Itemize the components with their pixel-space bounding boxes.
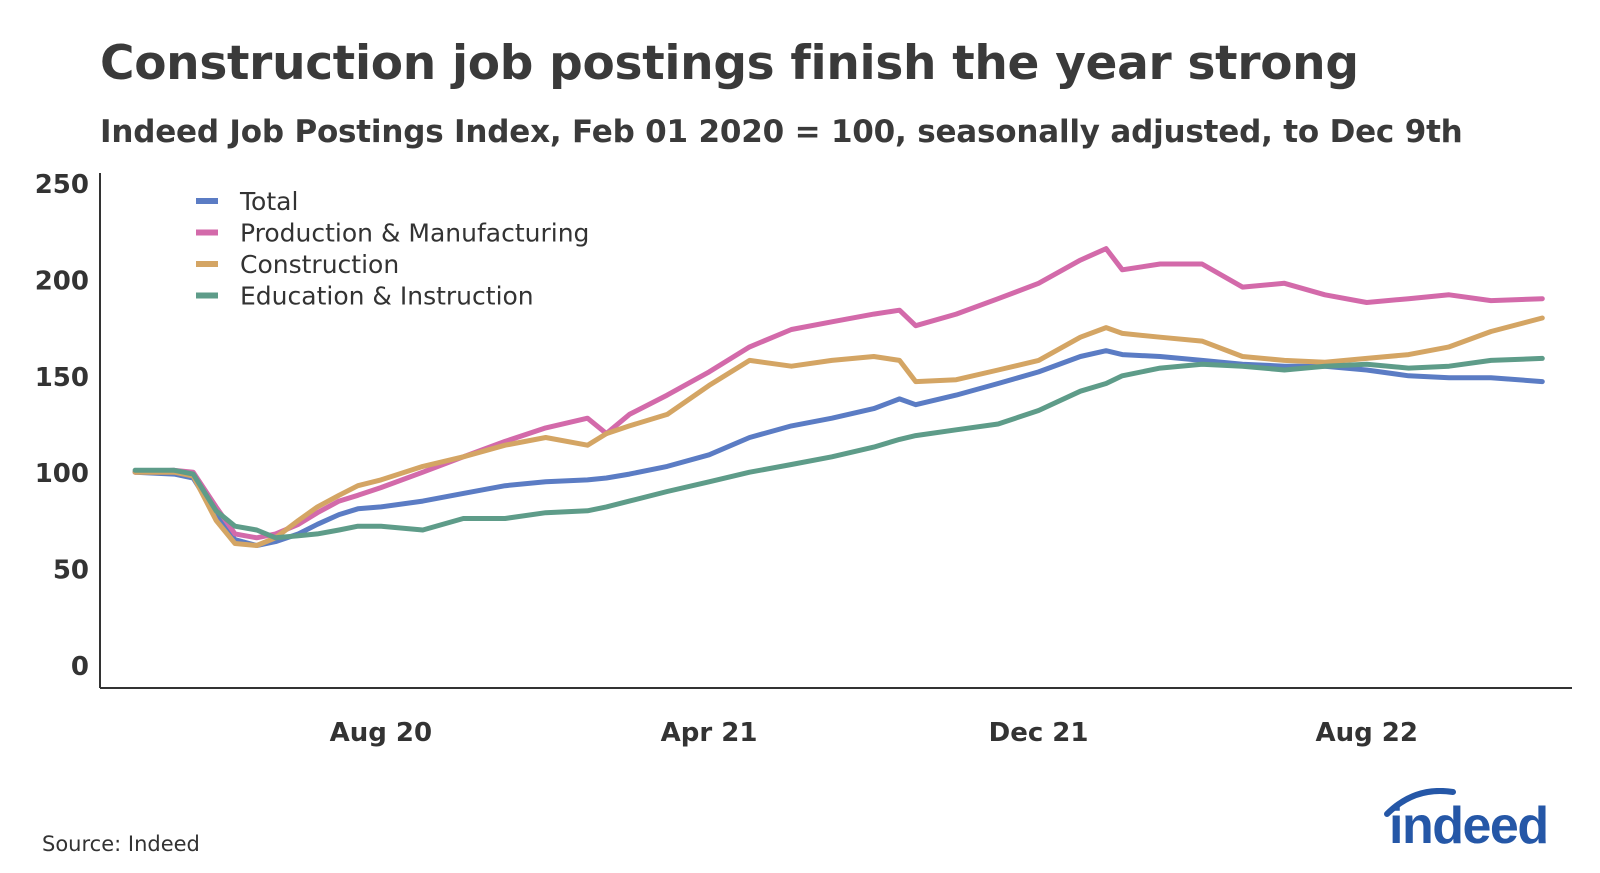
indeed-logo: indeed xyxy=(1375,788,1575,858)
legend-label: Total xyxy=(239,187,298,216)
y-tick-label: 0 xyxy=(71,652,89,682)
source-note: Source: Indeed xyxy=(42,832,200,856)
line-chart: 0 50 100 150 200 250 Aug 20 Apr 21 Dec 21 Aug 22 T… xyxy=(35,170,1572,748)
x-tick-label: Aug 22 xyxy=(1315,718,1417,748)
y-tick-label: 100 xyxy=(35,459,89,489)
x-tick-label: Aug 20 xyxy=(330,718,432,748)
legend-label: Education & Instruction xyxy=(240,282,534,311)
x-tick-label: Dec 21 xyxy=(989,718,1089,748)
series-line-construction xyxy=(132,315,1545,548)
y-tick-label: 200 xyxy=(35,266,89,296)
y-tick-label: 50 xyxy=(53,556,89,586)
y-tick-label: 150 xyxy=(35,363,89,393)
logo-text: indeed xyxy=(1389,797,1549,855)
legend-label: Construction xyxy=(240,250,399,279)
legend-label: Production & Manufacturing xyxy=(240,219,589,248)
series-line-education-instruction xyxy=(132,355,1545,541)
chart-title: Construction job postings finish the yea… xyxy=(100,36,1359,91)
series-line-total xyxy=(132,348,1545,548)
logo-arc-icon xyxy=(1384,788,1456,817)
y-tick-label: 250 xyxy=(35,170,89,200)
x-tick-label: Apr 21 xyxy=(661,718,758,748)
series-line-production-manufacturing xyxy=(132,246,1545,541)
chart-subtitle: Indeed Job Postings Index, Feb 01 2020 =… xyxy=(100,114,1463,150)
